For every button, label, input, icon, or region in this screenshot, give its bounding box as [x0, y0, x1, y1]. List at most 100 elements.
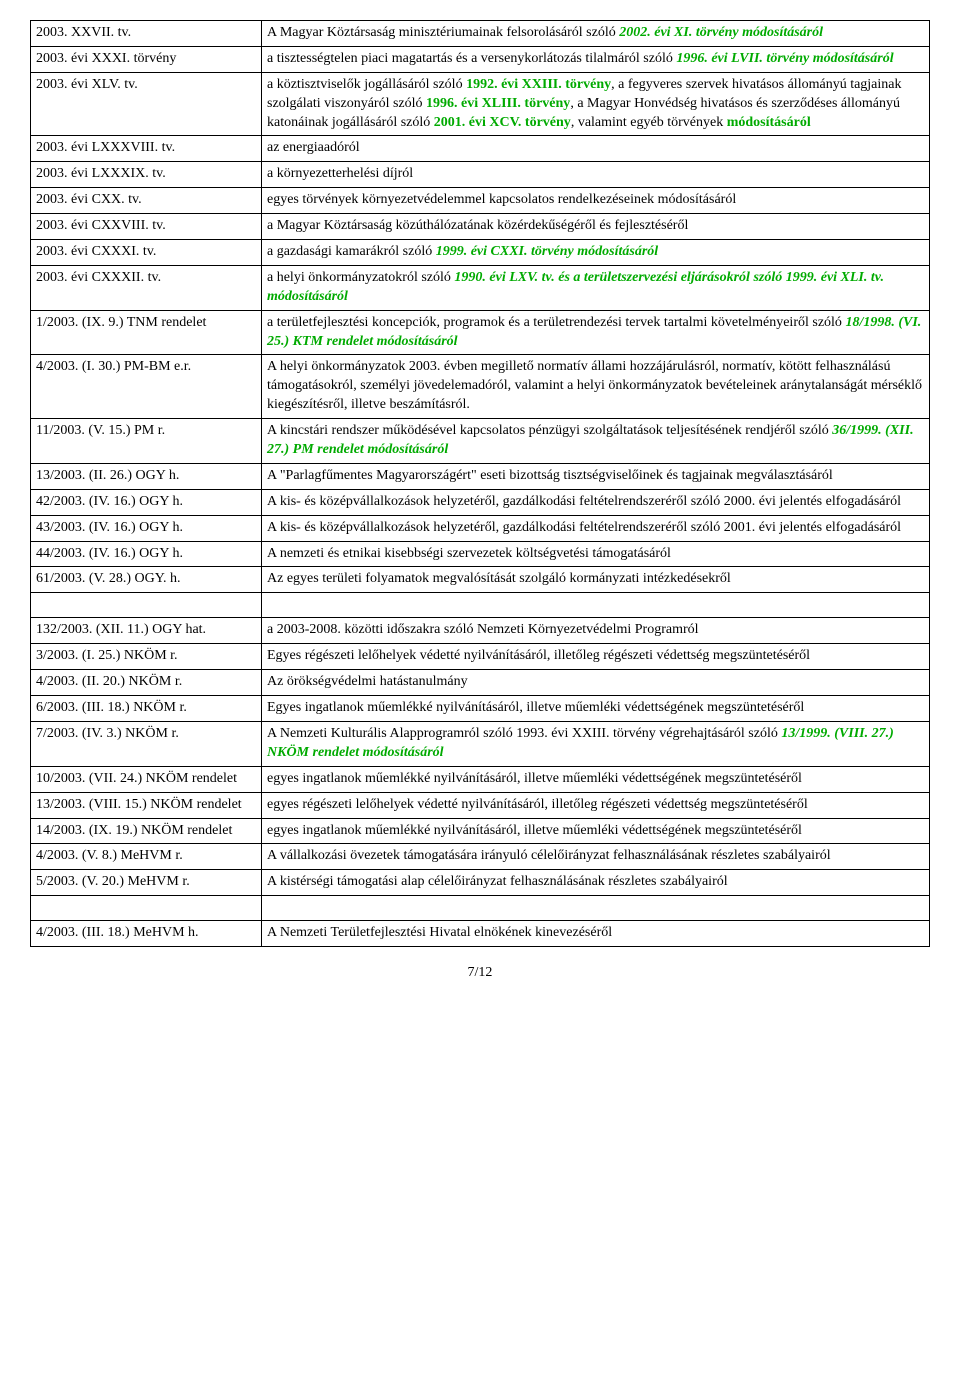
text-segment: 2001. évi XCV. törvény [434, 115, 571, 130]
table-row [31, 896, 930, 921]
text-segment: 1996. évi XLIII. törvény [426, 96, 570, 111]
text-segment: A nemzeti és etnikai kisebbségi szerveze… [267, 546, 671, 561]
law-reference-cell: 2003. évi CXXXII. tv. [31, 265, 262, 310]
law-description-cell: A Nemzeti Területfejlesztési Hivatal eln… [262, 921, 930, 947]
text-segment: a köztisztviselők jogállásáról szóló [267, 77, 466, 92]
text-segment: A vállalkozási övezetek támogatására irá… [267, 848, 831, 863]
table-row: 43/2003. (IV. 16.) OGY h. A kis- és közép… [31, 515, 930, 541]
text-segment: Egyes régészeti lelőhelyek védetté nyilv… [267, 648, 810, 663]
text-segment: A kistérségi támogatási alap célelőirány… [267, 874, 728, 889]
table-row: 2003. évi CXXVIII. tv. a Magyar Köztársas… [31, 214, 930, 240]
text-segment: 43/2003. (IV. 16.) OGY h. [36, 520, 183, 535]
law-description-cell: a tisztességtelen piaci magatartás és a … [262, 46, 930, 72]
law-description-cell: a gazdasági kamarákról szóló 1999. évi C… [262, 240, 930, 266]
law-reference-cell: 132/2003. (XII. 11.) OGY hat. [31, 618, 262, 644]
text-segment: a tisztességtelen piaci magatartás és a … [267, 51, 676, 66]
law-description-cell: egyes ingatlanok műemlékké nyilvánításár… [262, 766, 930, 792]
law-reference-cell: 11/2003. (V. 15.) PM r. [31, 419, 262, 464]
table-row: 6/2003. (III. 18.) NKÖM r. Egyes ingatlan… [31, 696, 930, 722]
text-segment: 61/2003. (V. 28.) OGY. h. [36, 571, 181, 586]
text-segment: Egyes ingatlanok műemlékké nyilvánításár… [267, 700, 804, 715]
text-segment: a Magyar Köztársaság közúthálózatának kö… [267, 218, 688, 233]
text-segment: 13/2003. (II. 26.) OGY h. [36, 468, 179, 483]
law-description-cell: a köztisztviselők jogállásáról szóló 199… [262, 72, 930, 136]
table-row: 2003. évi CXXXI. tv. a gazdasági kamarákr… [31, 240, 930, 266]
text-segment: 2003. évi LXXXIX. tv. [36, 166, 166, 181]
law-description-cell: a helyi önkormányzatokról szóló 1990. év… [262, 265, 930, 310]
law-reference-cell: 2003. XXVII. tv. [31, 21, 262, 47]
text-segment: 2003. évi XXXI. törvény [36, 51, 176, 66]
text-segment: , valamint egyéb törvények [571, 115, 727, 130]
table-row: 4/2003. (II. 20.) NKÖM r.Az örökségvédel… [31, 670, 930, 696]
law-reference-cell: 2003. évi LXXXVIII. tv. [31, 136, 262, 162]
table-row: 42/2003. (IV. 16.) OGY h.A kis- és közép… [31, 489, 930, 515]
law-description-cell: Egyes ingatlanok műemlékké nyilvánításár… [262, 696, 930, 722]
law-description-cell: az energiaadóról [262, 136, 930, 162]
law-reference-cell: 10/2003. (VII. 24.) NKÖM rendelet [31, 766, 262, 792]
spacer-cell [262, 896, 930, 921]
law-table: 2003. XXVII. tv. A Magyar Köztársaság min… [30, 20, 930, 947]
law-description-cell: a Magyar Köztársaság közúthálózatának kö… [262, 214, 930, 240]
law-reference-cell: 6/2003. (III. 18.) NKÖM r. [31, 696, 262, 722]
document-page: 2003. XXVII. tv. A Magyar Köztársaság min… [0, 0, 960, 1011]
law-reference-cell: 5/2003. (V. 20.) MeHVM r. [31, 870, 262, 896]
text-segment: a gazdasági kamarákról szóló [267, 244, 436, 259]
table-row: 13/2003. (VIII. 15.) NKÖM rendelet egyes … [31, 792, 930, 818]
law-description-cell: Egyes régészeti lelőhelyek védetté nyilv… [262, 644, 930, 670]
text-segment: A "Parlagfűmentes Magyarországért" eseti… [267, 468, 833, 483]
law-reference-cell: 1/2003. (IX. 9.) TNM rendelet [31, 310, 262, 355]
law-reference-cell: 7/2003. (IV. 3.) NKÖM r. [31, 721, 262, 766]
text-segment: A helyi önkormányzatok 2003. évben megil… [267, 359, 922, 412]
table-row: 2003. évi LXXXIX. tv. a környezetterhelés… [31, 162, 930, 188]
text-segment: 5/2003. (V. 20.) MeHVM r. [36, 874, 190, 889]
law-description-cell: A Nemzeti Kulturális Alapprogramról szól… [262, 721, 930, 766]
text-segment: módosításáról [727, 115, 811, 130]
table-row: 13/2003. (II. 26.) OGY h. A "Parlagfűment… [31, 463, 930, 489]
table-row [31, 593, 930, 618]
law-description-cell: egyes törvények környezetvédelemmel kapc… [262, 188, 930, 214]
text-segment: 1999. évi CXXI. törvény módosításáról [436, 244, 658, 259]
table-row: 14/2003. (IX. 19.) NKÖM rendelet egyes in… [31, 818, 930, 844]
table-row: 10/2003. (VII. 24.) NKÖM rendelet egyes i… [31, 766, 930, 792]
table-row: 44/2003. (IV. 16.) OGY h. A nemzeti és et… [31, 541, 930, 567]
text-segment: Az örökségvédelmi hatástanulmány [267, 674, 468, 689]
text-segment: 2003. XXVII. tv. [36, 25, 131, 40]
law-reference-cell: 14/2003. (IX. 19.) NKÖM rendelet [31, 818, 262, 844]
law-reference-cell: 4/2003. (I. 30.) PM-BM e.r. [31, 355, 262, 419]
text-segment: 2003. évi LXXXVIII. tv. [36, 140, 175, 155]
text-segment: egyes ingatlanok műemlékké nyilvánításár… [267, 823, 802, 838]
text-segment: egyes régészeti lelőhelyek védetté nyilv… [267, 797, 808, 812]
table-row: 2003. évi XLV. tv.a köztisztviselők jogá… [31, 72, 930, 136]
text-segment: 10/2003. (VII. 24.) NKÖM rendelet [36, 771, 237, 786]
table-row: 2003. XXVII. tv. A Magyar Köztársaság min… [31, 21, 930, 47]
table-row: 1/2003. (IX. 9.) TNM rendelet a területfe… [31, 310, 930, 355]
law-reference-cell: 44/2003. (IV. 16.) OGY h. [31, 541, 262, 567]
text-segment: 13/2003. (VIII. 15.) NKÖM rendelet [36, 797, 242, 812]
law-description-cell: A kis- és középvállalkozások helyzetéről… [262, 489, 930, 515]
law-reference-cell: 2003. évi LXXXIX. tv. [31, 162, 262, 188]
text-segment: 1992. évi XXIII. törvény [466, 77, 611, 92]
text-segment: egyes ingatlanok műemlékké nyilvánításár… [267, 771, 802, 786]
text-segment: 4/2003. (III. 18.) MeHVM h. [36, 925, 199, 940]
text-segment: 2003. évi CXXXI. tv. [36, 244, 156, 259]
text-segment: 2003. évi CXX. tv. [36, 192, 142, 207]
table-row: 2003. évi CXX. tv. egyes törvények környe… [31, 188, 930, 214]
spacer-cell [31, 593, 262, 618]
spacer-cell [31, 896, 262, 921]
text-segment: az energiaadóról [267, 140, 360, 155]
law-reference-cell: 2003. évi CXXVIII. tv. [31, 214, 262, 240]
law-description-cell: A helyi önkormányzatok 2003. évben megil… [262, 355, 930, 419]
text-segment: Az egyes területi folyamatok megvalósítá… [267, 571, 731, 586]
text-segment: 7/2003. (IV. 3.) NKÖM r. [36, 726, 179, 741]
text-segment: A Magyar Köztársaság minisztériumainak f… [267, 25, 619, 40]
law-description-cell: a területfejlesztési koncepciók, program… [262, 310, 930, 355]
text-segment: 2003. évi CXXXII. tv. [36, 270, 161, 285]
table-row: 2003. évi LXXXVIII. tv. az energiaadóról [31, 136, 930, 162]
law-description-cell: a környezetterhelési díjról [262, 162, 930, 188]
table-row: 4/2003. (III. 18.) MeHVM h. A Nemzeti Ter… [31, 921, 930, 947]
text-segment: A kincstári rendszer működésével kapcsol… [267, 423, 832, 438]
law-description-cell: Az egyes területi folyamatok megvalósítá… [262, 567, 930, 593]
table-row: 3/2003. (I. 25.) NKÖM r.Egyes régészeti … [31, 644, 930, 670]
law-description-cell: A kis- és középvállalkozások helyzetéről… [262, 515, 930, 541]
text-segment: 1/2003. (IX. 9.) TNM rendelet [36, 315, 206, 330]
